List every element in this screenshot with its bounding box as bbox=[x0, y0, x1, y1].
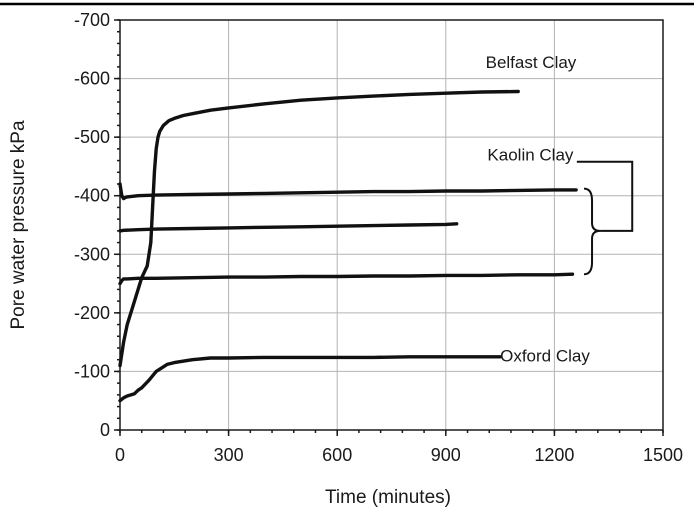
series-line-4 bbox=[118, 272, 575, 286]
series-line-1 bbox=[118, 89, 520, 368]
y-tick-label: -300 bbox=[74, 244, 110, 264]
series-line-5 bbox=[118, 355, 502, 403]
y-tick-label: 0 bbox=[100, 420, 110, 440]
y-tick-label: -100 bbox=[74, 361, 110, 381]
x-tick-label: 1200 bbox=[534, 445, 574, 465]
x-tick-label: 600 bbox=[322, 445, 352, 465]
series bbox=[118, 89, 578, 403]
x-tick-label: 300 bbox=[214, 445, 244, 465]
annotation-label-3: Oxford Clay bbox=[500, 346, 590, 365]
annotations: Belfast Clay Kaolin Clay Oxford Clay bbox=[486, 53, 634, 365]
kaolin-bracket bbox=[583, 187, 601, 276]
tick-labels: 0 300 600 900 1200 1500 0 -100 -200 -300 -400 -500 -… bbox=[74, 10, 683, 465]
series-line-2 bbox=[118, 182, 578, 201]
series-line-3 bbox=[118, 222, 459, 233]
y-tick-label: -200 bbox=[74, 303, 110, 323]
x-tick-label: 900 bbox=[431, 445, 461, 465]
axes bbox=[114, 19, 664, 436]
x-axis-title: Time (minutes) bbox=[325, 487, 451, 508]
kaolin-leader bbox=[576, 160, 634, 232]
x-tick-label: 1500 bbox=[643, 445, 683, 465]
annotation-label-1: Belfast Clay bbox=[486, 53, 577, 72]
plot-frame bbox=[119, 19, 664, 431]
x-tick-label: 0 bbox=[115, 445, 125, 465]
annotation-label-2: Kaolin Clay bbox=[487, 146, 573, 165]
y-tick-label: -500 bbox=[74, 127, 110, 147]
y-tick-label: -400 bbox=[74, 186, 110, 206]
y-tick-label: -700 bbox=[74, 10, 110, 30]
y-axis-title: Pore water pressure kPa bbox=[8, 120, 29, 330]
y-tick-label: -600 bbox=[74, 69, 110, 89]
